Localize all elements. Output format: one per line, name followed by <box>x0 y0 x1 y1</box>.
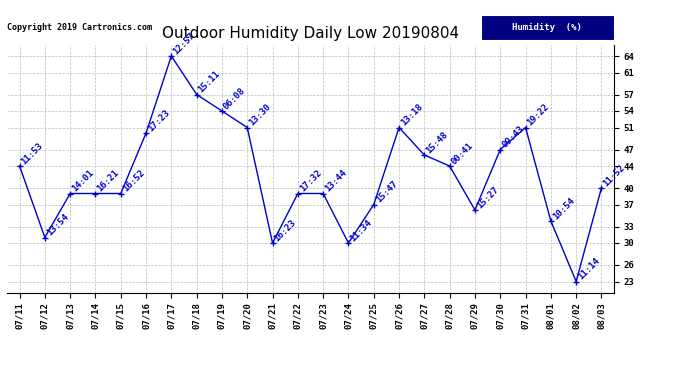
Text: Copyright 2019 Cartronics.com: Copyright 2019 Cartronics.com <box>7 23 152 32</box>
Text: 09:43: 09:43 <box>500 124 526 150</box>
Text: 10:54: 10:54 <box>551 196 576 221</box>
Text: 16:21: 16:21 <box>95 168 121 194</box>
Text: 15:27: 15:27 <box>475 184 500 210</box>
Text: 13:30: 13:30 <box>247 102 273 128</box>
Text: 14:01: 14:01 <box>70 168 95 194</box>
Text: 16:23: 16:23 <box>273 217 298 243</box>
Text: 00:41: 00:41 <box>450 141 475 166</box>
Text: 15:47: 15:47 <box>374 179 399 204</box>
Text: 15:11: 15:11 <box>197 69 222 94</box>
Text: 06:08: 06:08 <box>222 86 247 111</box>
Text: 16:52: 16:52 <box>121 168 146 194</box>
Text: 12:57: 12:57 <box>171 31 197 56</box>
Text: 11:34: 11:34 <box>348 217 374 243</box>
Text: 11:53: 11:53 <box>19 141 45 166</box>
Title: Outdoor Humidity Daily Low 20190804: Outdoor Humidity Daily Low 20190804 <box>162 26 459 41</box>
Text: 15:48: 15:48 <box>424 130 450 155</box>
Text: 11:52: 11:52 <box>602 163 627 188</box>
Text: 13:18: 13:18 <box>399 102 424 128</box>
Text: 11:14: 11:14 <box>576 256 602 282</box>
Text: 13:44: 13:44 <box>323 168 348 194</box>
FancyBboxPatch shape <box>480 15 614 40</box>
Text: 19:22: 19:22 <box>526 102 551 128</box>
Text: 13:54: 13:54 <box>45 212 70 237</box>
Text: 17:32: 17:32 <box>298 168 323 194</box>
Text: Humidity  (%): Humidity (%) <box>513 23 582 32</box>
Text: 17:23: 17:23 <box>146 108 171 133</box>
